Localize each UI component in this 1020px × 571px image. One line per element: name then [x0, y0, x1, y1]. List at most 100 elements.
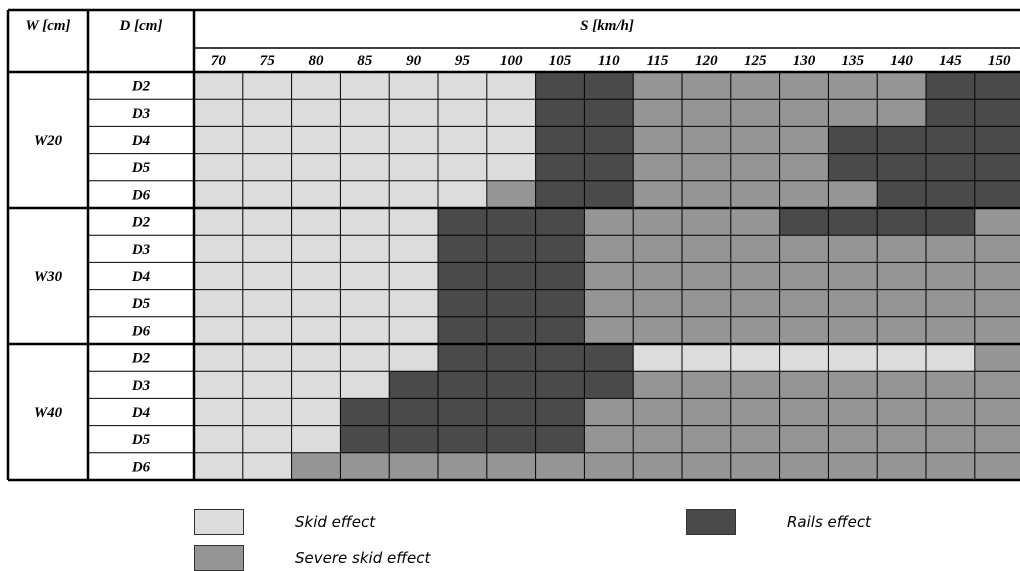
heatmap-cell — [389, 289, 438, 317]
heatmap-cell — [242, 153, 292, 181]
heatmap-cell — [242, 235, 292, 263]
heatmap-cell — [926, 344, 975, 372]
heatmap-cell — [584, 398, 634, 426]
heatmap-cell — [584, 452, 634, 480]
heatmap-cell — [340, 72, 390, 100]
heatmap-cell — [535, 316, 585, 344]
heatmap-cell — [291, 289, 341, 317]
heatmap-cell — [438, 72, 487, 100]
heatmap-cell — [926, 452, 975, 480]
heatmap-cell — [926, 153, 975, 181]
heatmap-cell — [828, 344, 878, 372]
heatmap-cell — [779, 344, 829, 372]
heatmap-cell — [730, 344, 780, 372]
heatmap-cell — [486, 425, 536, 453]
heatmap-cell — [877, 371, 926, 399]
heatmap-cell — [730, 262, 780, 290]
heatmap-cell — [633, 452, 682, 480]
heatmap-cell — [828, 99, 878, 127]
heatmap-cell — [291, 180, 341, 208]
heatmap-cell — [438, 235, 487, 263]
heatmap-cell — [389, 153, 438, 181]
heatmap-cell — [730, 235, 780, 263]
heatmap-cell — [194, 425, 243, 453]
heatmap-cell — [194, 153, 243, 181]
heatmap-cell — [584, 180, 634, 208]
heatmap-cell — [340, 153, 390, 181]
heatmap-cell — [633, 235, 682, 263]
heatmap-cell — [584, 235, 634, 263]
heatmap-cell — [438, 289, 487, 317]
heatmap-cell — [389, 126, 438, 154]
heatmap-cell — [682, 452, 731, 480]
heatmap-cell — [974, 344, 1020, 372]
heatmap-cell — [682, 316, 731, 344]
heatmap-cell — [633, 262, 682, 290]
row-label: D4 — [131, 269, 151, 285]
row-label: D3 — [131, 242, 151, 258]
heatmap-cell — [682, 153, 731, 181]
row-label: D5 — [131, 432, 151, 448]
heatmap-cell — [535, 208, 585, 236]
speed-tick-label: 95 — [455, 53, 471, 69]
heatmap-cell — [340, 235, 390, 263]
heatmap-cell — [779, 72, 829, 100]
heatmap-cell — [389, 99, 438, 127]
heatmap-cell — [779, 99, 829, 127]
heatmap-cell — [974, 452, 1020, 480]
speed-tick-label: 150 — [988, 53, 1011, 69]
heatmap-cell — [194, 316, 243, 344]
heatmap-cell — [194, 180, 243, 208]
header-w-label: W [cm] — [25, 18, 70, 34]
heatmap-cell — [389, 180, 438, 208]
heatmap-cell — [974, 72, 1020, 100]
row-label: D6 — [131, 323, 151, 339]
heatmap-cell — [682, 425, 731, 453]
heatmap-cell — [877, 425, 926, 453]
heatmap-cell — [340, 289, 390, 317]
heatmap-cell — [194, 344, 243, 372]
heatmap-cell — [730, 452, 780, 480]
group-label: W20 — [34, 133, 63, 149]
heatmap-cell — [877, 262, 926, 290]
heatmap-cell — [779, 371, 829, 399]
heatmap-cell — [877, 452, 926, 480]
heatmap-cell — [438, 398, 487, 426]
heatmap-cell — [974, 371, 1020, 399]
heatmap-cell — [486, 99, 536, 127]
heatmap-cell — [438, 153, 487, 181]
heatmap-cell — [779, 452, 829, 480]
heatmap-cell — [877, 72, 926, 100]
heatmap-cell — [389, 425, 438, 453]
heatmap-cell — [828, 289, 878, 317]
heatmap-cell — [242, 452, 292, 480]
heatmap-cell — [340, 208, 390, 236]
heatmap-cell — [242, 425, 292, 453]
heatmap-cell — [926, 262, 975, 290]
heatmap-cell — [389, 262, 438, 290]
heatmap-cell — [779, 126, 829, 154]
heatmap-cell — [828, 452, 878, 480]
heatmap-cell — [633, 425, 682, 453]
heatmap-cell — [242, 99, 292, 127]
heatmap-cell — [877, 398, 926, 426]
heatmap-cell — [633, 180, 682, 208]
heatmap-cell — [340, 425, 390, 453]
heatmap-cell — [242, 72, 292, 100]
heatmap-cell — [828, 180, 878, 208]
row-label: D5 — [131, 160, 151, 176]
heatmap-cell — [242, 208, 292, 236]
heatmap-cell — [438, 452, 487, 480]
row-label: D6 — [131, 459, 151, 475]
heatmap-cell — [633, 371, 682, 399]
heatmap-cell — [926, 289, 975, 317]
heatmap-cell — [486, 398, 536, 426]
heatmap-cell — [682, 180, 731, 208]
heatmap-cell — [926, 398, 975, 426]
heatmap-cell — [389, 208, 438, 236]
heatmap-cell — [340, 452, 390, 480]
heatmap-cell — [974, 262, 1020, 290]
heatmap-cell — [828, 235, 878, 263]
heatmap-cell — [340, 180, 390, 208]
heatmap-cell — [974, 316, 1020, 344]
